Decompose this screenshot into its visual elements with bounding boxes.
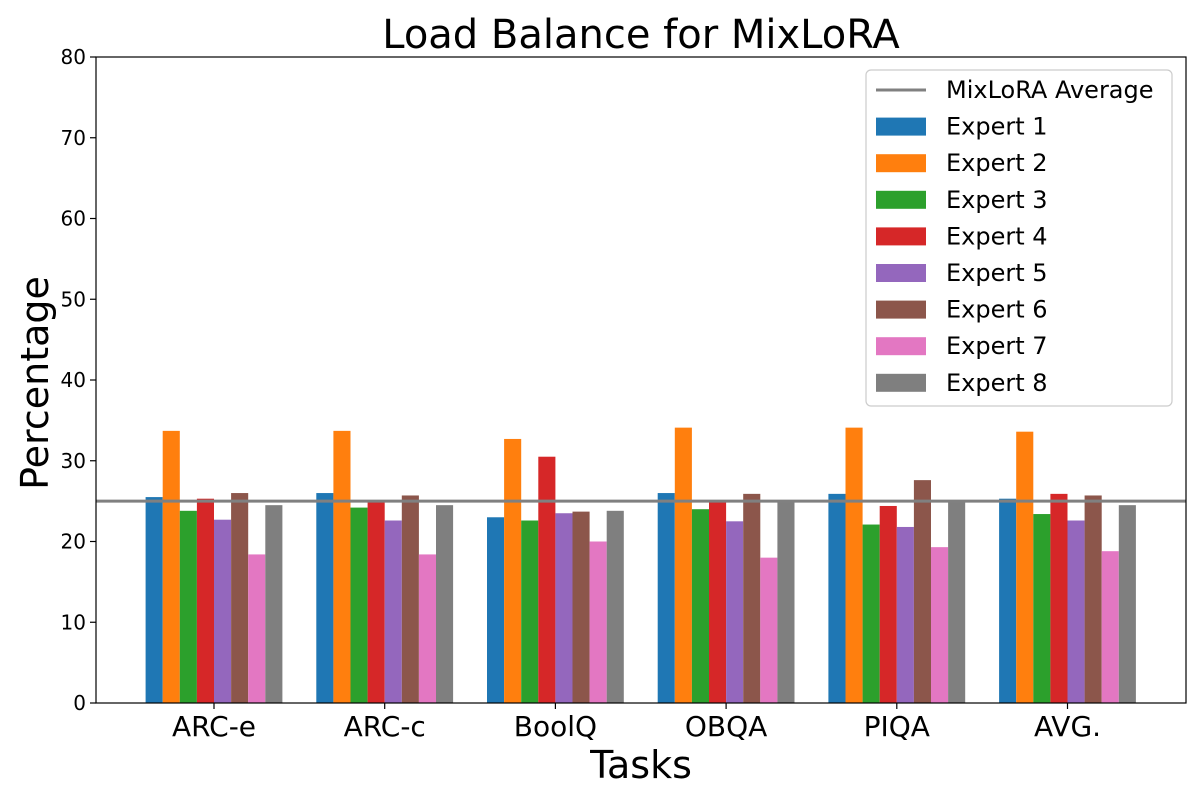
bar-expert-8-obqa (777, 501, 795, 704)
legend-label-expert-5: Expert 5 (946, 259, 1048, 287)
bar-expert-5-avg (1067, 520, 1085, 703)
bar-expert-7-avg (1101, 551, 1119, 703)
bar-expert-3-obqa (691, 509, 709, 703)
bar-expert-4-piqa (879, 505, 897, 703)
bar-expert-6-arcc (401, 495, 419, 703)
bar-expert-6-avg (1084, 495, 1102, 703)
bar-expert-3-piqa (862, 524, 880, 703)
legend-label-expert-3: Expert 3 (946, 186, 1048, 214)
x-axis-label: Tasks (589, 743, 692, 787)
legend-label-expert-4: Expert 4 (946, 222, 1048, 250)
legend: MixLoRA Average Expert 1 Expert 2 Expert 3 E… (865, 69, 1173, 407)
bar-expert-1-avg (999, 498, 1017, 703)
bar-expert-8-boolq (606, 510, 624, 703)
bar-expert-4-avg (1050, 493, 1068, 703)
y-tick-label: 80 (61, 45, 86, 69)
bar-expert-1-arce (145, 497, 163, 703)
bar-expert-4-arcc (367, 501, 385, 703)
bar-expert-3-boolq (521, 520, 539, 703)
bar-expert-6-arce (231, 493, 249, 703)
y-tick-label: 0 (73, 691, 86, 715)
legend-label-expert-1: Expert 1 (946, 113, 1048, 141)
bar-expert-2-boolq (504, 438, 522, 703)
x-tick-label: PIQA (864, 710, 930, 743)
bar-expert-8-avg (1118, 505, 1136, 703)
bar-expert-1-boolq (487, 517, 505, 703)
y-tick-label: 20 (61, 530, 86, 554)
bar-expert-6-obqa (743, 493, 761, 703)
legend-swatch-expert-8 (876, 373, 926, 392)
bar-expert-5-arce (214, 519, 232, 703)
bar-expert-4-arce (196, 498, 214, 703)
bar-expert-1-obqa (657, 493, 675, 703)
bar-expert-4-obqa (709, 501, 727, 703)
y-tick-label: 40 (61, 368, 86, 392)
legend-box (865, 69, 1173, 407)
legend-label-expert-6: Expert 6 (946, 296, 1048, 324)
bar-expert-4-boolq (538, 456, 556, 703)
bar-expert-2-piqa (845, 427, 863, 703)
x-tick-label: ARC-c (344, 710, 426, 743)
legend-swatch-expert-6 (876, 300, 926, 319)
x-tick-label: OBQA (685, 710, 767, 743)
bar-expert-7-arcc (418, 554, 436, 703)
y-tick-label: 70 (61, 126, 86, 150)
bar-expert-2-obqa (674, 427, 692, 703)
legend-swatch-expert-1 (876, 117, 926, 136)
bar-expert-1-arcc (316, 493, 334, 703)
bar-expert-7-obqa (760, 557, 778, 703)
x-tick-label: BoolQ (514, 710, 597, 743)
bar-expert-7-boolq (589, 541, 607, 703)
legend-label-mixlora-average: MixLoRA Average (946, 76, 1154, 104)
y-tick-label: 30 (61, 449, 86, 473)
y-tick-label: 10 (61, 610, 86, 634)
legend-label-expert-8: Expert 8 (946, 369, 1048, 397)
y-axis-label: Percentage (13, 276, 57, 490)
bar-expert-3-arce (179, 510, 197, 703)
legend-swatch-expert-5 (876, 264, 926, 282)
legend-label-expert-2: Expert 2 (946, 149, 1048, 177)
bar-expert-2-avg (1016, 431, 1034, 703)
bar-expert-6-boolq (572, 511, 590, 703)
bar-expert-2-arce (162, 430, 180, 703)
bar-expert-5-obqa (726, 521, 744, 703)
bar-expert-2-arcc (333, 430, 351, 703)
bar-expert-5-boolq (555, 513, 573, 703)
bar-expert-8-piqa (948, 501, 966, 704)
bar-expert-3-arcc (350, 507, 368, 703)
legend-swatch-expert-3 (876, 190, 926, 209)
x-tick-label: AVG. (1034, 710, 1101, 743)
bar-expert-8-arcc (436, 505, 454, 703)
legend-swatch-expert-4 (876, 227, 926, 246)
bar-expert-5-arcc (384, 520, 402, 703)
bar-expert-7-arce (248, 554, 266, 703)
legend-swatch-expert-7 (876, 337, 926, 356)
bar-expert-8-arce (265, 505, 283, 703)
legend-swatch-expert-2 (876, 154, 926, 173)
bar-expert-6-piqa (913, 480, 931, 703)
chart-title: Load Balance for MixLoRA (382, 12, 900, 58)
bar-expert-1-piqa (828, 493, 846, 703)
bar-expert-3-avg (1033, 514, 1051, 703)
legend-label-expert-7: Expert 7 (946, 332, 1048, 360)
y-tick-label: 60 (61, 207, 86, 231)
x-tick-label: ARC-e (172, 710, 256, 743)
bar-expert-5-piqa (896, 526, 914, 703)
y-tick-label: 50 (61, 287, 86, 311)
plot-area: 0 10 20 30 40 50 60 70 80 ARC-e ARC-c BoolQ OBQA PIQA… (61, 45, 1187, 743)
bar-expert-7-piqa (931, 547, 949, 703)
